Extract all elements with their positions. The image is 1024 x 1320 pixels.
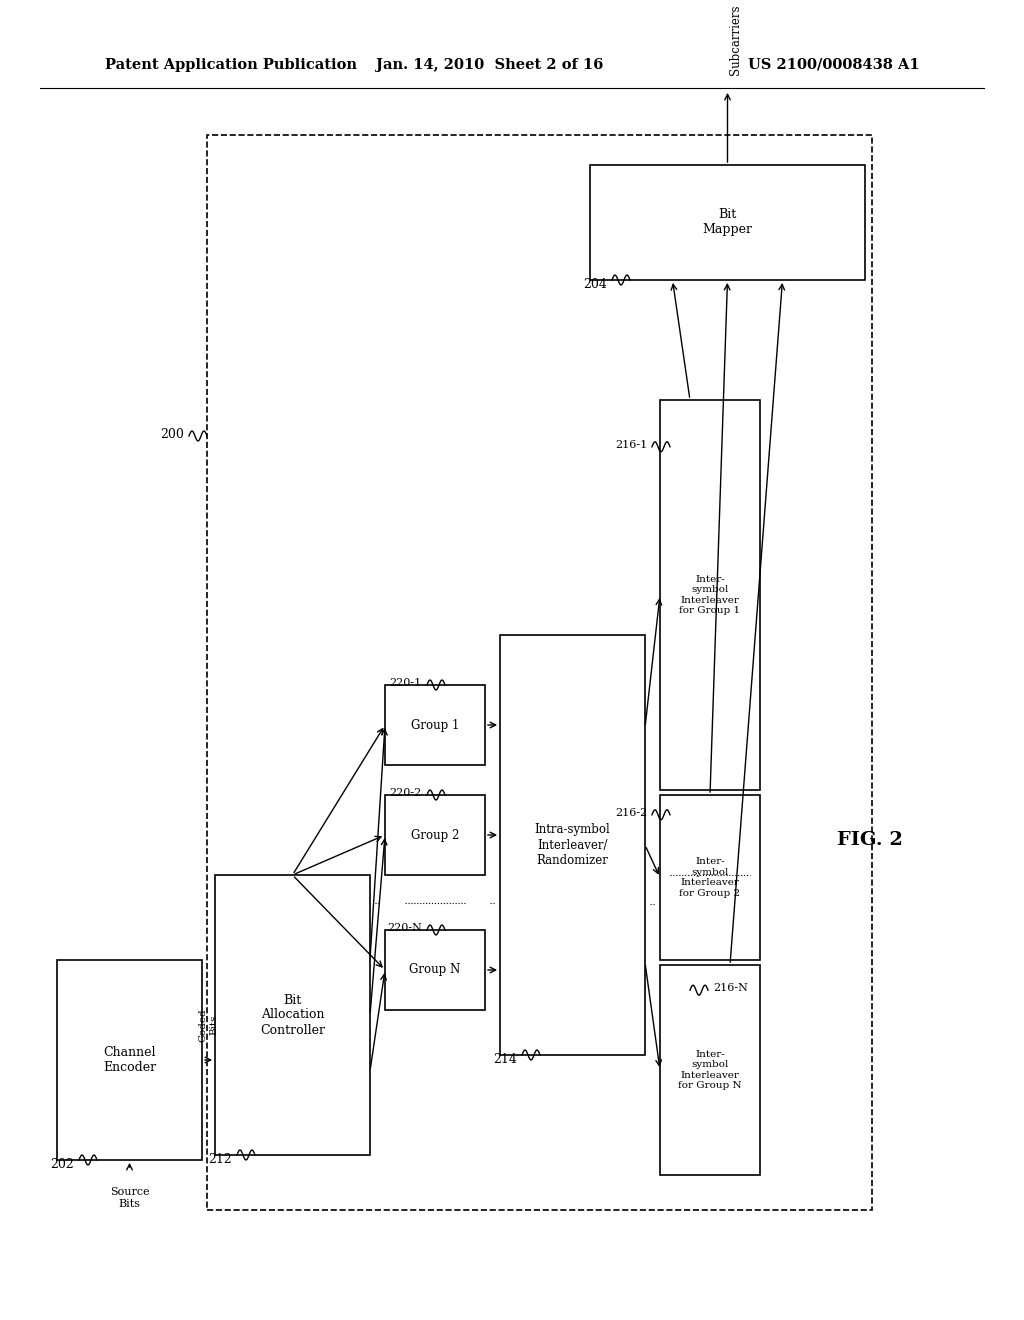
Text: Inter-
symbol
Interleaver
for Group 1: Inter- symbol Interleaver for Group 1: [680, 576, 740, 615]
Text: US 2100/0008438 A1: US 2100/0008438 A1: [749, 58, 920, 73]
Bar: [207, 135, 872, 1210]
Text: Channel
Encoder: Channel Encoder: [103, 1045, 156, 1074]
Text: Inter-
symbol
Interleaver
for Group N: Inter- symbol Interleaver for Group N: [678, 1049, 741, 1090]
Bar: [500, 635, 645, 1055]
Text: 220-1: 220-1: [390, 678, 422, 688]
Text: 220-N: 220-N: [387, 923, 422, 933]
Bar: [590, 165, 865, 280]
Text: 202: 202: [50, 1158, 74, 1171]
Text: 200: 200: [160, 428, 184, 441]
Text: Group 1: Group 1: [411, 718, 459, 731]
Text: 204: 204: [583, 279, 607, 290]
Text: Intra-symbol
Interleaver/
Randomizer: Intra-symbol Interleaver/ Randomizer: [535, 824, 610, 866]
Text: Coded
Bits: Coded Bits: [199, 1008, 218, 1041]
Text: 214: 214: [494, 1053, 517, 1067]
Text: Subcarriers: Subcarriers: [729, 4, 742, 75]
Bar: [57, 960, 202, 1160]
Bar: [385, 795, 485, 875]
Text: FIG. 2: FIG. 2: [837, 832, 903, 849]
Text: Bit
Allocation
Controller: Bit Allocation Controller: [260, 994, 325, 1036]
Text: Group 2: Group 2: [411, 829, 459, 842]
Bar: [385, 685, 485, 766]
Text: 216-1: 216-1: [614, 440, 647, 450]
Text: Group N: Group N: [410, 964, 461, 977]
Text: Inter-
symbol
Interleaver
for Group 2: Inter- symbol Interleaver for Group 2: [680, 858, 740, 898]
Text: 216-2: 216-2: [614, 808, 647, 818]
Text: 220-2: 220-2: [390, 788, 422, 799]
Text: Source
Bits: Source Bits: [110, 1187, 150, 1209]
Text: 216-N: 216-N: [713, 983, 748, 993]
Text: 212: 212: [208, 1152, 232, 1166]
Text: Bit
Mapper: Bit Mapper: [702, 209, 753, 236]
Text: Patent Application Publication: Patent Application Publication: [105, 58, 357, 73]
Bar: [660, 795, 760, 960]
Text: Jan. 14, 2010  Sheet 2 of 16: Jan. 14, 2010 Sheet 2 of 16: [376, 58, 604, 73]
Bar: [660, 965, 760, 1175]
Bar: [660, 400, 760, 789]
Bar: [385, 931, 485, 1010]
Bar: [215, 875, 370, 1155]
